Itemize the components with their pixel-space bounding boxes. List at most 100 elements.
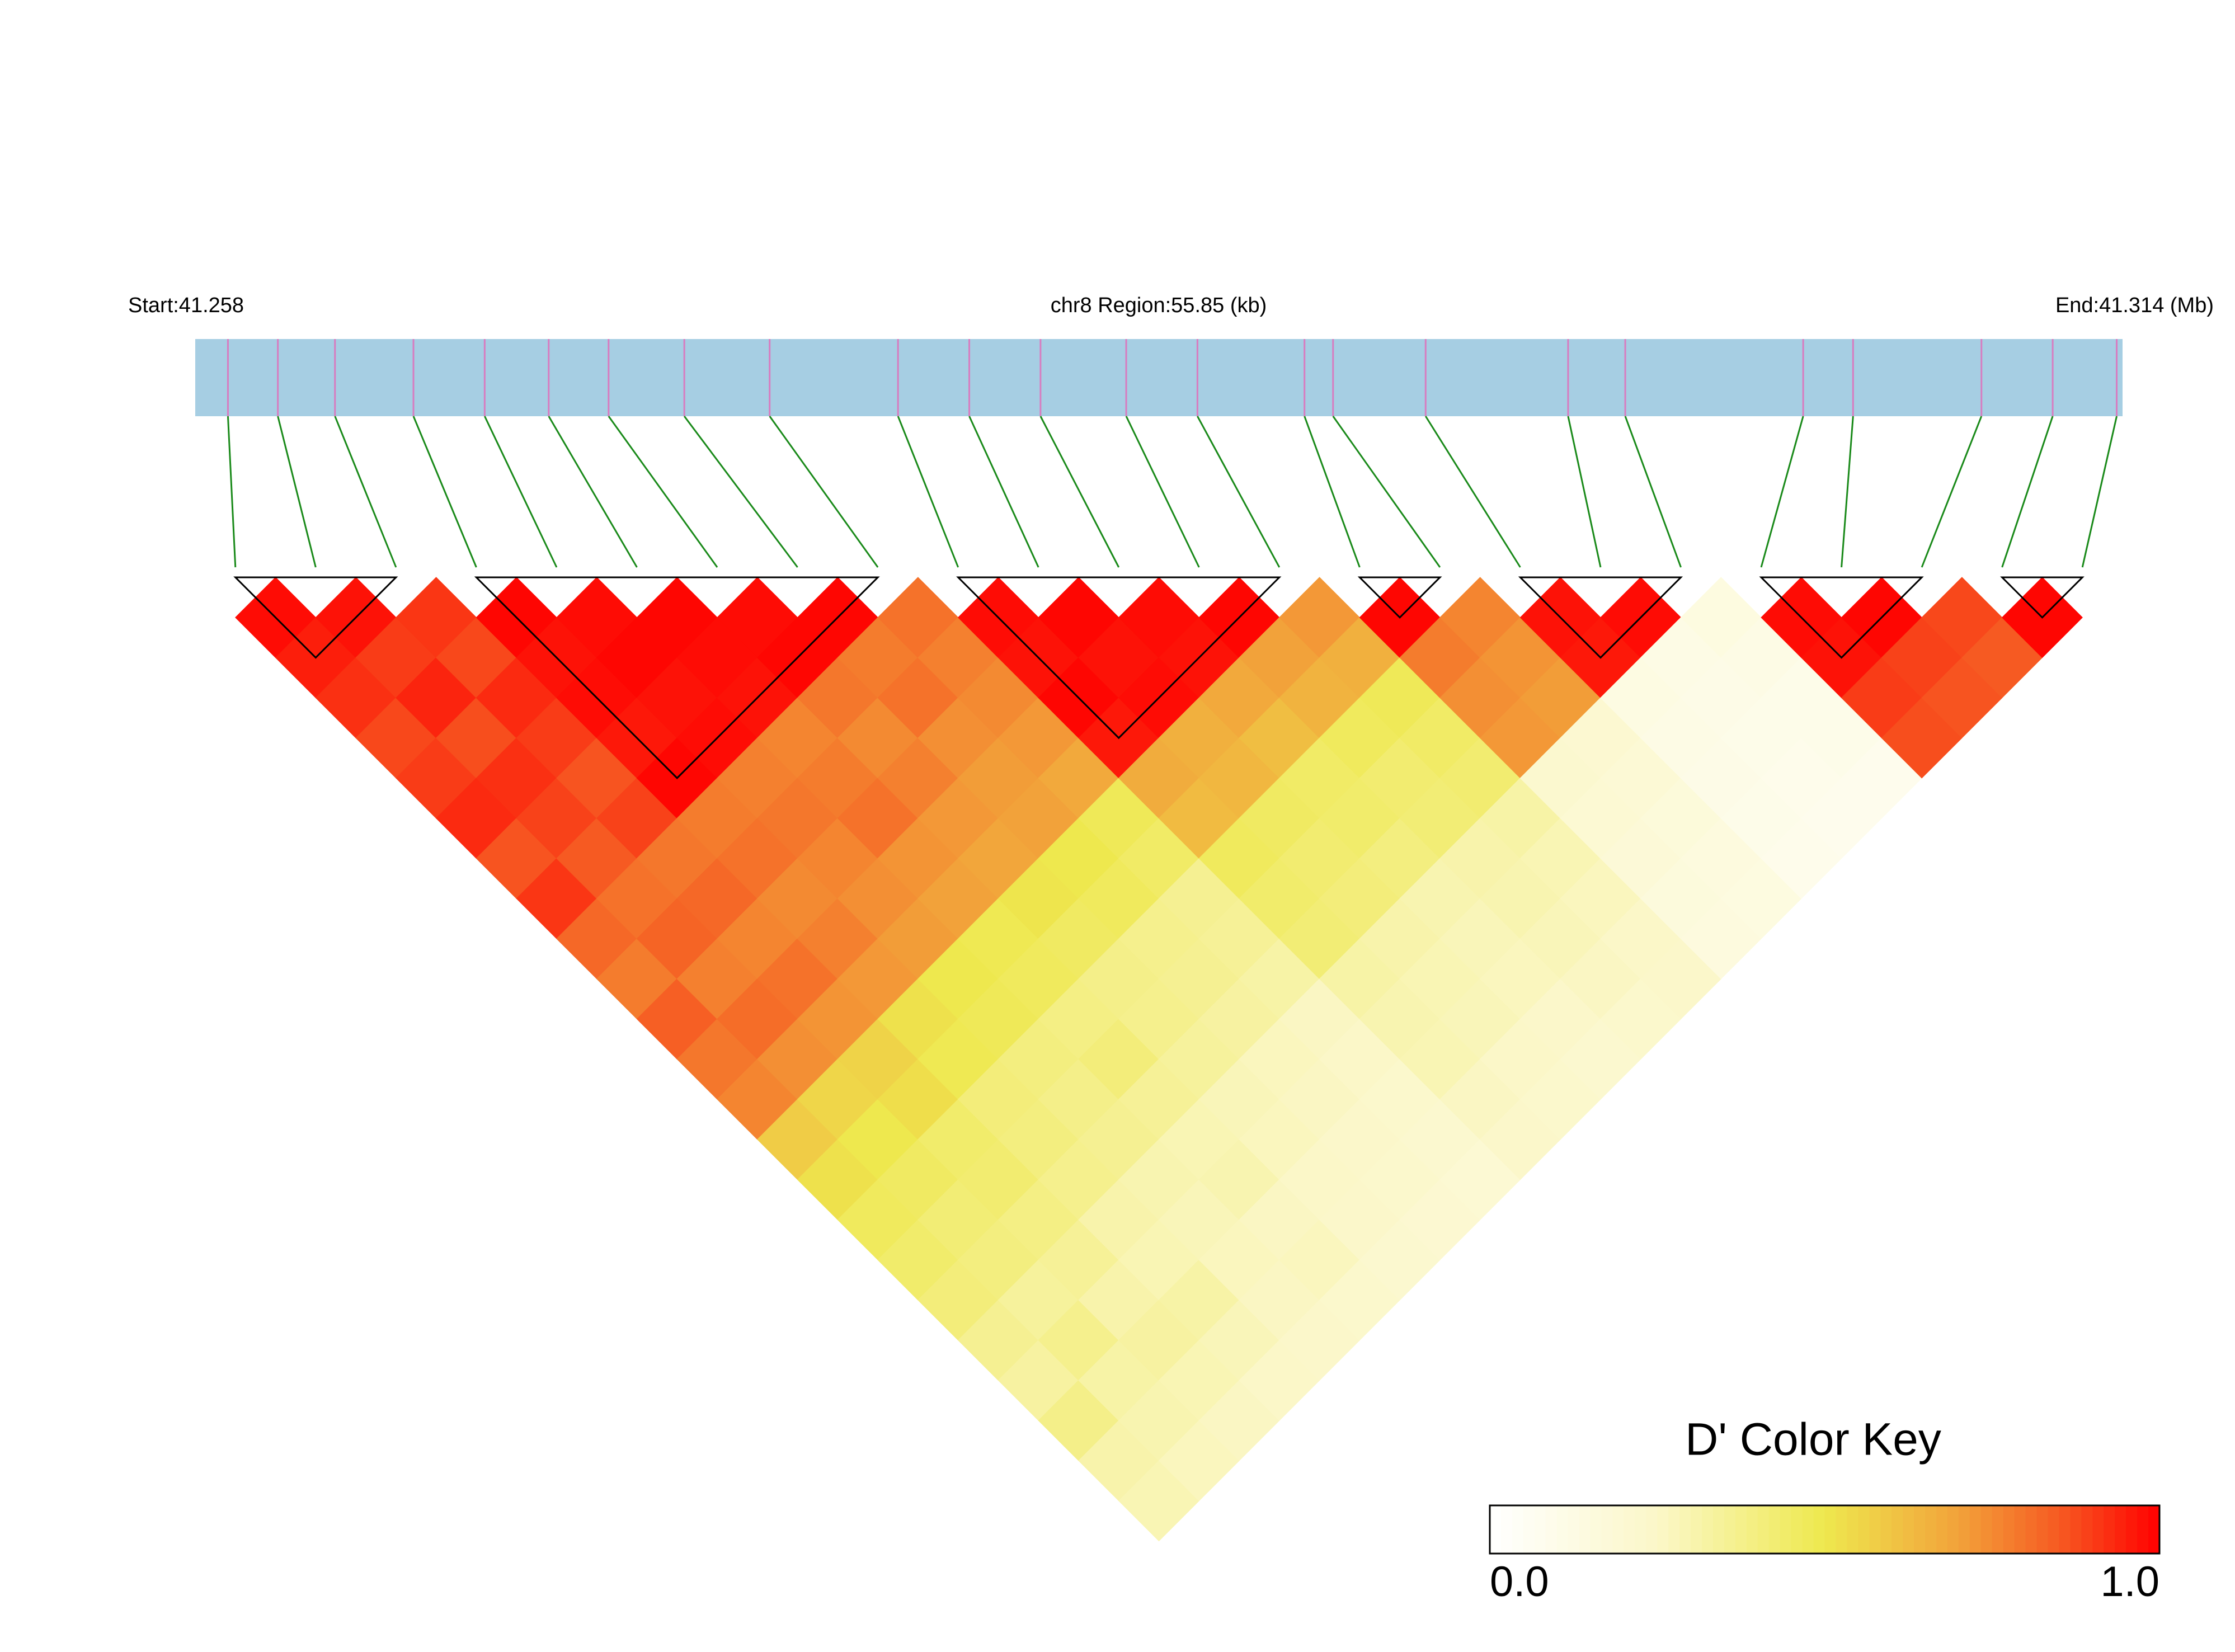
color-key-swatch	[1556, 1505, 1569, 1554]
color-key-swatch	[1914, 1505, 1926, 1554]
color-key-border	[1489, 1504, 2161, 1555]
color-key-swatch	[2092, 1505, 2105, 1554]
snp-connector	[2001, 416, 2054, 568]
color-key-swatch	[1757, 1505, 1770, 1554]
snp-connector	[1039, 416, 1120, 568]
snp-connector	[1197, 416, 1281, 568]
color-key-swatch	[1791, 1505, 1803, 1554]
color-key-swatch	[1612, 1505, 1625, 1554]
color-key-swatch	[1925, 1505, 1937, 1554]
snp-connector	[769, 416, 879, 568]
color-key-swatch	[1936, 1505, 1948, 1554]
color-key-swatch	[1490, 1505, 1502, 1554]
color-key-swatch	[1980, 1505, 1993, 1554]
color-key-swatch	[1500, 1505, 1513, 1554]
end-label: End:41.314 (Mb)	[2055, 294, 2214, 317]
color-key-swatch	[1847, 1505, 1859, 1554]
color-key-swatch	[1590, 1505, 1602, 1554]
color-key-swatch	[1724, 1505, 1736, 1554]
snp-connector	[683, 416, 798, 568]
color-key-swatch	[1657, 1505, 1669, 1554]
color-key-swatch	[1601, 1505, 1613, 1554]
color-key-swatch	[1891, 1505, 1903, 1554]
snp-connector	[412, 416, 477, 568]
color-key-swatch	[1534, 1505, 1546, 1554]
color-key-swatch	[1735, 1505, 1747, 1554]
haplotype-block	[1518, 576, 1683, 659]
color-key-swatch	[2048, 1505, 2060, 1554]
snp-connector	[1841, 416, 1854, 568]
color-key-swatch	[1523, 1505, 1535, 1554]
color-key-swatch	[2036, 1505, 2049, 1554]
color-key-swatch	[1668, 1505, 1680, 1554]
haplotype-block	[233, 576, 398, 659]
color-key-swatch	[1858, 1505, 1870, 1554]
color-key-swatch	[1992, 1505, 2004, 1554]
snp-connector	[1567, 416, 1602, 568]
color-key-swatch	[2137, 1505, 2149, 1554]
haplotype-block	[1357, 576, 1442, 619]
haplotype-block	[474, 576, 880, 779]
color-key-swatch	[2104, 1505, 2115, 1554]
color-key-title: D' Color Key	[1685, 1414, 1941, 1465]
color-key-tick-label: 1.0	[2100, 1558, 2159, 1606]
color-key-swatch	[2115, 1505, 2126, 1554]
color-key-swatch	[1512, 1505, 1524, 1554]
snp-connector	[968, 416, 1039, 568]
color-key-swatch	[1713, 1505, 1725, 1554]
color-key-swatch	[2081, 1505, 2093, 1554]
color-key-swatch	[1958, 1505, 1970, 1554]
color-key-swatch	[1824, 1505, 1837, 1554]
snp-connector	[1125, 416, 1200, 568]
haplotype-block	[956, 576, 1282, 740]
snp-connector	[1424, 416, 1521, 568]
color-key-swatch	[1702, 1505, 1714, 1554]
color-key-swatch	[1903, 1505, 1914, 1554]
snp-connector	[897, 416, 959, 568]
snp-connector	[608, 416, 718, 568]
snp-bar	[195, 339, 2123, 416]
haplotype-block	[1759, 576, 1924, 659]
snp-connector	[227, 416, 237, 568]
haplotype-block	[2000, 576, 2085, 619]
color-key-swatch	[1802, 1505, 1814, 1554]
color-key-swatch	[1947, 1505, 1959, 1554]
color-key-swatch	[1880, 1505, 1892, 1554]
color-key-swatch	[1691, 1505, 1702, 1554]
color-key-swatch	[2025, 1505, 2038, 1554]
region-label: chr8 Region:55.85 (kb)	[1051, 294, 1267, 317]
snp-connector	[1921, 416, 1983, 568]
color-key-swatch	[1813, 1505, 1825, 1554]
color-key-tick-label: 0.0	[1490, 1558, 1549, 1606]
snp-connector	[2081, 416, 2118, 568]
color-key-swatch	[2148, 1505, 2160, 1554]
color-key-swatch	[1624, 1505, 1636, 1554]
color-key-swatch	[1568, 1505, 1580, 1554]
snp-connector	[1624, 416, 1682, 568]
color-key-swatch	[2070, 1505, 2082, 1554]
snp-connector	[277, 416, 317, 568]
color-key-swatch	[1969, 1505, 1982, 1554]
color-key-swatch	[2059, 1505, 2071, 1554]
color-key-swatch	[2014, 1505, 2026, 1554]
color-key-swatch	[2126, 1505, 2138, 1554]
snp-connector	[484, 416, 558, 568]
snp-connector	[1760, 416, 1804, 568]
snp-connector	[334, 416, 397, 568]
color-key-swatch	[1635, 1505, 1647, 1554]
snp-connector	[1332, 416, 1441, 568]
color-key-swatch	[1780, 1505, 1792, 1554]
color-key-swatch	[1545, 1505, 1558, 1554]
color-key-swatch	[1646, 1505, 1658, 1554]
color-key-swatch	[1836, 1505, 1848, 1554]
color-key-swatch	[1746, 1505, 1758, 1554]
color-key-swatch	[1869, 1505, 1881, 1554]
snp-connector	[1304, 416, 1361, 568]
color-key-swatch	[1679, 1505, 1691, 1554]
color-key-swatch	[1768, 1505, 1781, 1554]
color-key-swatch	[1579, 1505, 1591, 1554]
snp-connector	[548, 416, 638, 568]
start-label: Start:41.258	[128, 294, 244, 317]
